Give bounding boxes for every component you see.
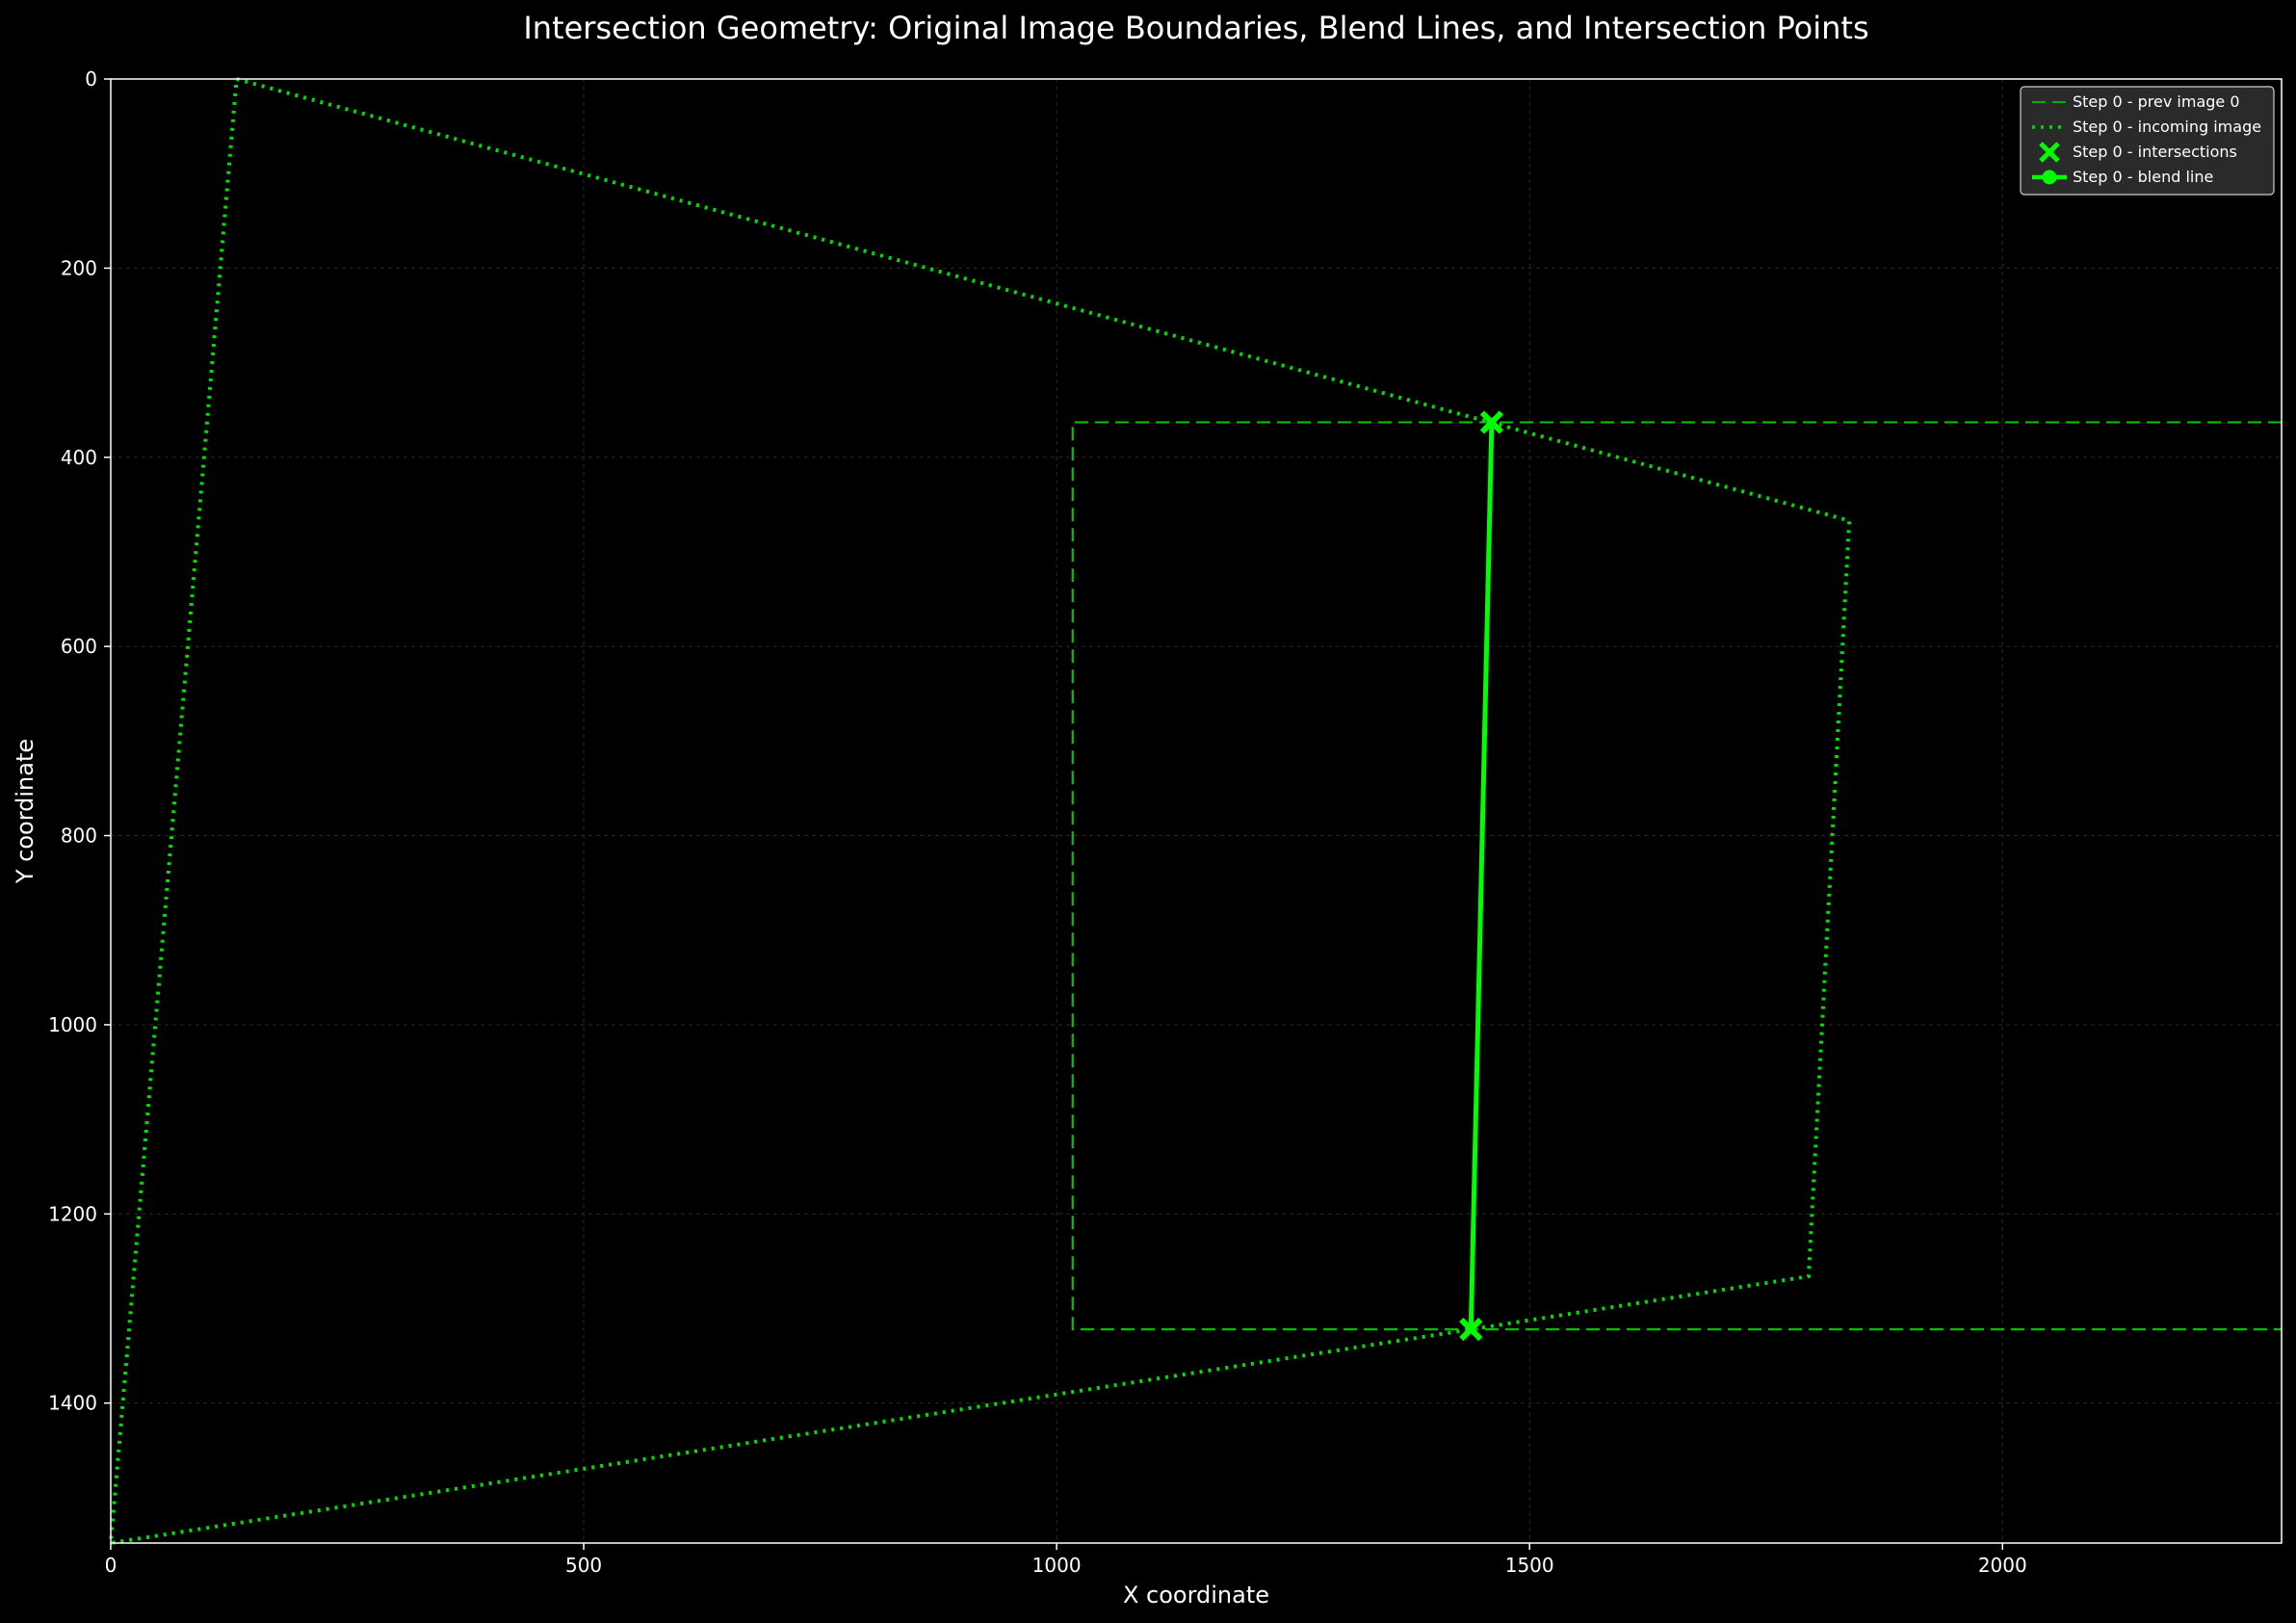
blend-line bbox=[1468, 422, 1495, 1330]
y-tick-label: 1400 bbox=[48, 1392, 97, 1415]
y-axis-label: Y coordinate bbox=[12, 739, 39, 884]
legend-box bbox=[2020, 86, 2275, 196]
legend-label: Step 0 - intersections bbox=[2073, 143, 2237, 161]
x-tick-label: 1500 bbox=[1505, 1554, 1554, 1577]
x-tick-label: 2000 bbox=[1978, 1554, 2027, 1577]
y-tick-label: 800 bbox=[61, 825, 97, 848]
legend-swatch-intersections bbox=[2039, 142, 2060, 163]
incoming-image-boundary bbox=[109, 77, 1852, 1545]
x-tick-label: 1000 bbox=[1032, 1554, 1082, 1577]
y-tick-label: 600 bbox=[61, 635, 97, 658]
x-axis-label: X coordinate bbox=[1123, 1582, 1269, 1609]
y-tick-label: 1200 bbox=[48, 1202, 97, 1225]
y-tick-label: 0 bbox=[85, 67, 97, 91]
intersection-marker bbox=[1479, 410, 1504, 434]
x-tick-label: 500 bbox=[565, 1554, 602, 1577]
x-tick-label: 0 bbox=[105, 1554, 117, 1577]
legend-label: Step 0 - blend line bbox=[2073, 168, 2213, 186]
legend-swatch-blend-marker bbox=[2042, 170, 2057, 185]
y-tick-label: 1000 bbox=[48, 1013, 97, 1036]
y-tick-label: 200 bbox=[61, 256, 97, 279]
axis-ticks: 0 500 1000 1500 2000 0 200 400 600 800 1000 1200 140… bbox=[48, 67, 2027, 1577]
chart-title: Intersection Geometry: Original Image Bo… bbox=[523, 10, 1868, 46]
plot-series bbox=[109, 77, 2282, 1545]
plot-frame bbox=[110, 78, 2283, 1544]
y-tick-label: 400 bbox=[61, 446, 97, 469]
legend-label: Step 0 - prev image 0 bbox=[2073, 92, 2240, 111]
intersection-marker bbox=[1459, 1317, 1483, 1342]
legend-label: Step 0 - incoming image bbox=[2073, 118, 2261, 136]
legend: Step 0 - prev image 0 Step 0 - incoming i… bbox=[2020, 86, 2275, 196]
prev-image-boundary bbox=[1071, 421, 2282, 1331]
